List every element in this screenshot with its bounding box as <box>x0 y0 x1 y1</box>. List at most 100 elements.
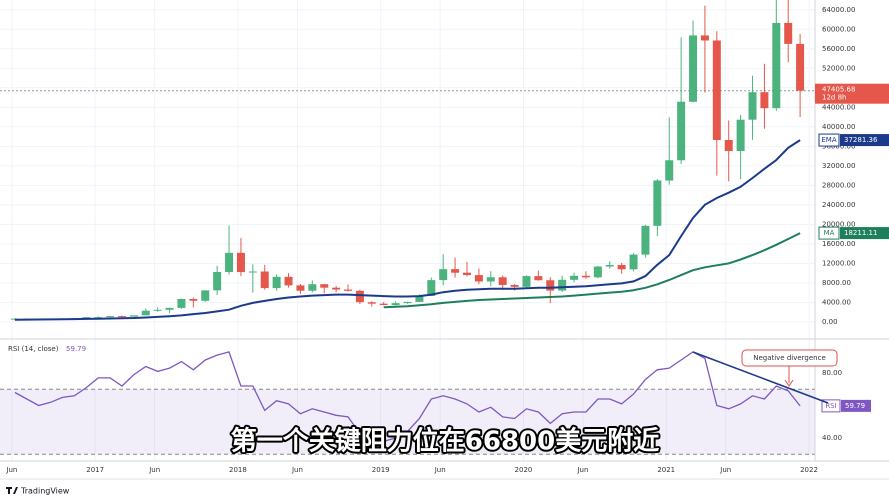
rsi-tick-label: 80.00 <box>822 369 842 377</box>
caption: 第一个关键阻力位在66800美元附近 <box>231 426 659 457</box>
candle-body <box>141 310 150 316</box>
candle-body <box>248 271 257 273</box>
y-tick-label: 28000.00 <box>822 181 855 189</box>
candle-body <box>213 272 222 291</box>
candle-body <box>522 276 531 287</box>
series-value-tag <box>840 134 889 147</box>
x-tick-label: 2021 <box>657 466 675 474</box>
rsi-pane <box>0 351 815 455</box>
overlay: RSI (14, close) Negative divergence 第一个关… <box>6 345 838 496</box>
series-tag-name: EMA <box>821 136 836 144</box>
candle-body <box>320 284 329 288</box>
candle-body <box>712 40 721 140</box>
candle-body <box>772 22 781 109</box>
candle-body <box>153 309 162 311</box>
candle-body <box>189 298 198 301</box>
y-tick-label: 4000.00 <box>822 298 851 306</box>
price-tag <box>815 83 889 104</box>
x-tick-label: Jun <box>291 466 303 474</box>
y-tick-label: 56000.00 <box>822 45 855 53</box>
annotation-text: Negative divergence <box>753 354 826 362</box>
y-tick-label: 12000.00 <box>822 259 855 267</box>
candle-body <box>391 303 400 306</box>
ma-line <box>383 232 801 309</box>
candle-body <box>201 290 210 301</box>
y-tick-label: 8000.00 <box>822 279 851 287</box>
candle-body <box>510 284 519 287</box>
candle-body <box>355 290 364 303</box>
divergence-line <box>692 351 829 404</box>
rsi-band <box>0 389 815 455</box>
series-value: 18211.11 <box>844 229 877 237</box>
candle-body <box>534 276 543 281</box>
y-tick-label: 0.00 <box>822 318 838 326</box>
candle-body <box>629 254 638 270</box>
candle-body <box>272 276 281 289</box>
rsi-value-tag <box>841 399 871 412</box>
candle-body <box>427 280 436 296</box>
y-tick-label: 44000.00 <box>822 103 855 111</box>
series-tag-name: MA <box>824 229 835 237</box>
y-tick-label: 40000.00 <box>822 123 855 131</box>
candle-body <box>177 298 186 308</box>
rsi-title: RSI (14, close) <box>8 345 59 353</box>
candle-body <box>451 269 460 273</box>
grid <box>0 0 815 461</box>
candle-body <box>665 160 674 181</box>
x-tick-label: Jun <box>576 466 588 474</box>
y-tick-label: 60000.00 <box>822 25 855 33</box>
series-tag <box>818 133 840 147</box>
candle-body <box>367 302 376 304</box>
candle-body <box>486 277 495 282</box>
candle-body <box>106 316 115 318</box>
candle-body <box>308 284 317 291</box>
candle-body <box>546 280 555 291</box>
candle-body <box>641 225 650 255</box>
rsi-tag-name: RSI <box>825 402 836 410</box>
candle-body <box>236 252 245 273</box>
y-tick-label: 16000.00 <box>822 240 855 248</box>
y-tick-label: 20000.00 <box>822 220 855 228</box>
ma-line <box>14 139 801 321</box>
price-tag-value: 47405.68 <box>822 86 855 94</box>
series-value-tag <box>840 227 889 240</box>
candle-body <box>617 265 626 270</box>
candle-body <box>605 265 614 267</box>
candle-body <box>796 43 805 91</box>
candle-body <box>82 317 91 319</box>
x-tick-label: Jun <box>148 466 160 474</box>
candle-body <box>677 101 686 161</box>
series-tag <box>818 226 840 240</box>
candle-body <box>296 285 305 291</box>
x-tick-label: Jun <box>719 466 731 474</box>
candle-body <box>748 92 757 120</box>
candle-body <box>344 289 353 291</box>
candle-body <box>403 301 412 304</box>
x-tick-label: 2020 <box>515 466 533 474</box>
x-tick-label: 2017 <box>86 466 104 474</box>
x-tick-label: 2022 <box>800 466 818 474</box>
y-tick-label: 32000.00 <box>822 162 855 170</box>
y-tick-label: 24000.00 <box>822 201 855 209</box>
x-tick-label: Jun <box>5 466 17 474</box>
series-value: 37281.36 <box>844 136 878 144</box>
candle-body <box>165 307 174 310</box>
candle-body <box>284 276 293 286</box>
brand-name: TradingView <box>20 487 70 496</box>
price-pane <box>0 0 815 321</box>
axes: Jun 2017 Jun 2018 Jun 2019 Jun 2020 Jun 2021 Jun 20… <box>0 0 889 480</box>
candle-body <box>581 275 590 278</box>
candle-body <box>760 92 769 109</box>
candle-body <box>700 35 709 41</box>
candle-body <box>558 279 567 291</box>
price-tag-countdown: 12d 8h <box>822 94 846 102</box>
candle-body <box>129 315 138 317</box>
candle-body <box>415 295 424 302</box>
candle-body <box>225 252 234 273</box>
candle-body <box>94 317 103 319</box>
candle-body <box>570 275 579 280</box>
x-tick-label: Jun <box>434 466 446 474</box>
rsi-header-value: 59.79 <box>66 345 86 353</box>
